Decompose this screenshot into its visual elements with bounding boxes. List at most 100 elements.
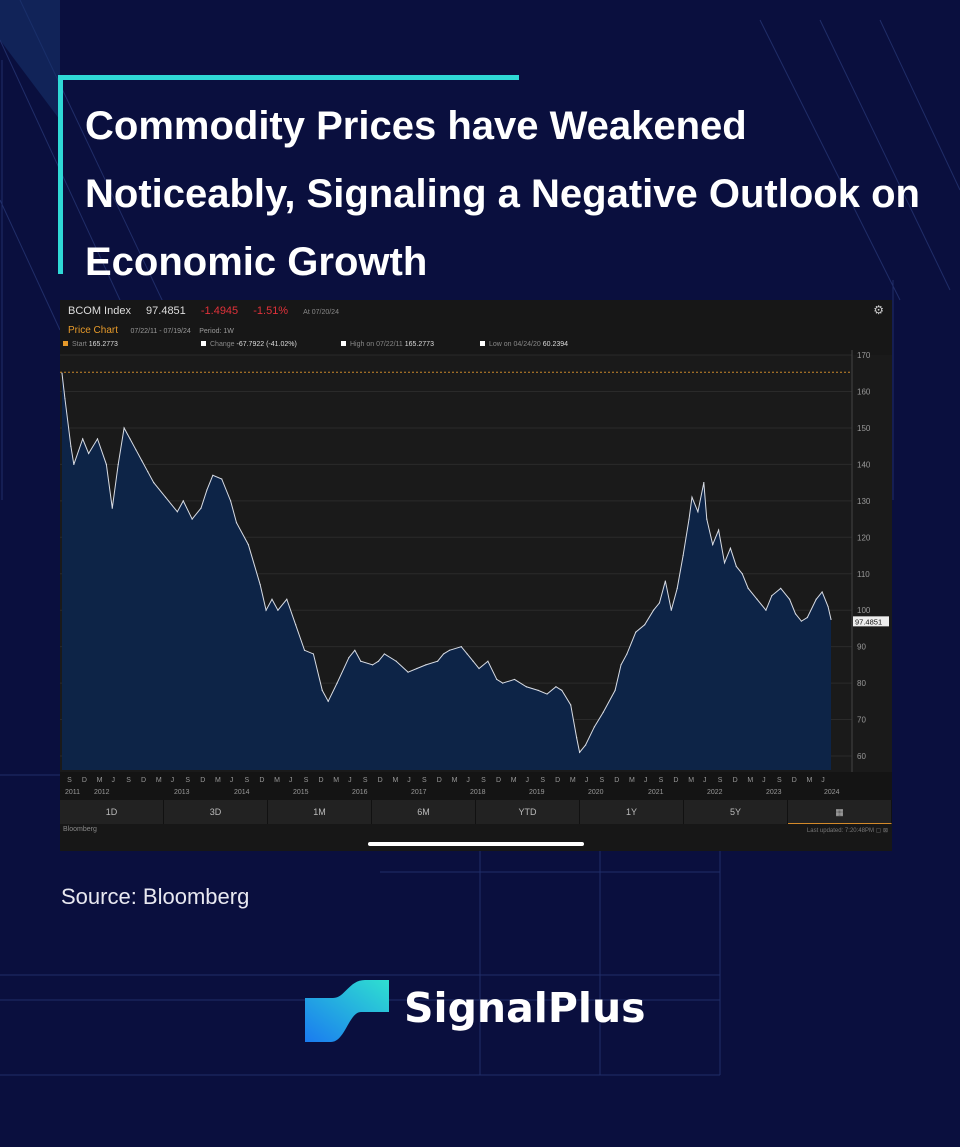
data-point bbox=[96, 438, 99, 440]
source-note: Source: Bloomberg bbox=[61, 884, 250, 909]
tab-6m[interactable]: 6M bbox=[372, 800, 476, 824]
x-month-tick: D bbox=[792, 777, 797, 784]
x-year-label: 2022 bbox=[707, 789, 723, 796]
data-point bbox=[478, 667, 480, 670]
x-month-tick: J bbox=[762, 777, 766, 784]
data-point bbox=[111, 507, 113, 509]
x-month-tick: S bbox=[540, 777, 545, 784]
settings-gear-icon[interactable]: ⚙ bbox=[873, 303, 884, 317]
last-value-label: 97.4851 bbox=[855, 617, 882, 626]
data-point bbox=[830, 618, 832, 620]
x-month-tick: S bbox=[245, 777, 250, 784]
data-point bbox=[584, 744, 587, 746]
data-point bbox=[147, 471, 149, 473]
stat-start: Start 165.2773 bbox=[63, 341, 118, 348]
as-of-date: At 07/20/24 bbox=[303, 309, 339, 316]
x-year-label: 2013 bbox=[174, 789, 190, 796]
last-price: 97.4851 bbox=[146, 305, 186, 317]
data-point bbox=[64, 398, 66, 400]
data-point bbox=[578, 751, 581, 753]
x-month-tick: M bbox=[215, 777, 221, 784]
x-month-tick: M bbox=[156, 777, 162, 784]
x-year-label: 2016 bbox=[352, 789, 368, 796]
data-point bbox=[182, 500, 184, 502]
data-point bbox=[442, 653, 445, 655]
x-month-tick: J bbox=[407, 777, 411, 784]
data-point bbox=[537, 689, 539, 691]
x-month-tick: M bbox=[452, 777, 458, 784]
data-point bbox=[735, 565, 737, 568]
x-month-tick: M bbox=[333, 777, 339, 784]
data-point bbox=[620, 664, 622, 666]
x-year-label: 2018 bbox=[470, 789, 486, 796]
x-year-label: 2020 bbox=[588, 789, 604, 796]
data-point bbox=[546, 693, 548, 695]
data-point bbox=[780, 587, 782, 589]
x-month-tick: J bbox=[644, 777, 648, 784]
last-updated: Last updated: 7:20:48PM ▢ ⊠ bbox=[806, 828, 888, 834]
price-chart: 60 70 80 90 100 110 120 130 140 150 160 170 97.4851 S… bbox=[60, 350, 892, 800]
data-point bbox=[570, 704, 572, 706]
data-point bbox=[718, 529, 720, 531]
x-year-label: 2019 bbox=[529, 789, 545, 796]
tab-1y[interactable]: 1Y bbox=[580, 800, 684, 824]
x-month-tick: J bbox=[171, 777, 175, 784]
tab-1m[interactable]: 1M bbox=[268, 800, 372, 824]
x-month-tick: M bbox=[629, 777, 635, 784]
x-year-label: 2017 bbox=[411, 789, 427, 796]
x-month-tick: J bbox=[821, 777, 825, 784]
data-point bbox=[525, 686, 527, 688]
data-point bbox=[206, 489, 208, 491]
data-point bbox=[153, 482, 155, 484]
x-month-tick: D bbox=[141, 777, 146, 784]
x-year-label: 2014 bbox=[234, 789, 250, 796]
x-month-tick: S bbox=[422, 777, 427, 784]
data-point bbox=[164, 496, 167, 498]
x-month-tick: J bbox=[230, 777, 234, 784]
data-point bbox=[561, 689, 563, 691]
data-point bbox=[664, 580, 666, 582]
tab-5y[interactable]: 5Y bbox=[684, 800, 788, 824]
data-point bbox=[593, 726, 595, 728]
x-month-tick: M bbox=[392, 777, 398, 784]
data-point bbox=[105, 463, 107, 465]
x-month-tick: J bbox=[585, 777, 589, 784]
data-point bbox=[212, 474, 214, 476]
data-point bbox=[688, 518, 690, 520]
x-axis-band bbox=[60, 772, 892, 800]
period: Period: 1W bbox=[199, 328, 234, 335]
home-indicator[interactable] bbox=[368, 842, 584, 846]
x-month-tick: S bbox=[718, 777, 723, 784]
data-point bbox=[135, 449, 137, 451]
data-point bbox=[354, 649, 356, 651]
data-point bbox=[614, 689, 616, 691]
chart-info: Price Chart 07/22/11 - 07/19/24 Period: … bbox=[68, 325, 240, 336]
x-month-tick: S bbox=[777, 777, 782, 784]
data-point bbox=[472, 660, 474, 662]
y-tick-label: 100 bbox=[857, 606, 871, 615]
x-month-tick: D bbox=[496, 777, 501, 784]
calendar-icon[interactable]: ▦ bbox=[788, 800, 892, 824]
data-point bbox=[321, 689, 323, 691]
data-point bbox=[576, 737, 578, 739]
data-point bbox=[265, 609, 267, 611]
data-point bbox=[652, 609, 655, 611]
x-year-label: 2024 bbox=[824, 789, 840, 796]
y-tick-label: 70 bbox=[857, 716, 866, 725]
tab-ytd[interactable]: YTD bbox=[476, 800, 580, 824]
x-month-tick: S bbox=[67, 777, 72, 784]
y-tick-label: 150 bbox=[857, 424, 871, 433]
tab-3d[interactable]: 3D bbox=[164, 800, 268, 824]
tab-1d[interactable]: 1D bbox=[60, 800, 164, 824]
data-point bbox=[377, 660, 380, 662]
data-point bbox=[371, 664, 374, 666]
data-point bbox=[176, 511, 178, 513]
stat-high: High on 07/22/11 165.2773 bbox=[341, 341, 434, 348]
data-point bbox=[286, 598, 288, 600]
page-title: Commodity Prices have Weakened Noticeabl… bbox=[85, 104, 920, 284]
y-tick-label: 160 bbox=[857, 388, 871, 397]
price-change-pct: -1.51% bbox=[253, 305, 289, 317]
price-change: -1.4945 bbox=[200, 305, 239, 317]
data-point bbox=[123, 427, 125, 429]
x-year-label: 2023 bbox=[766, 789, 782, 796]
